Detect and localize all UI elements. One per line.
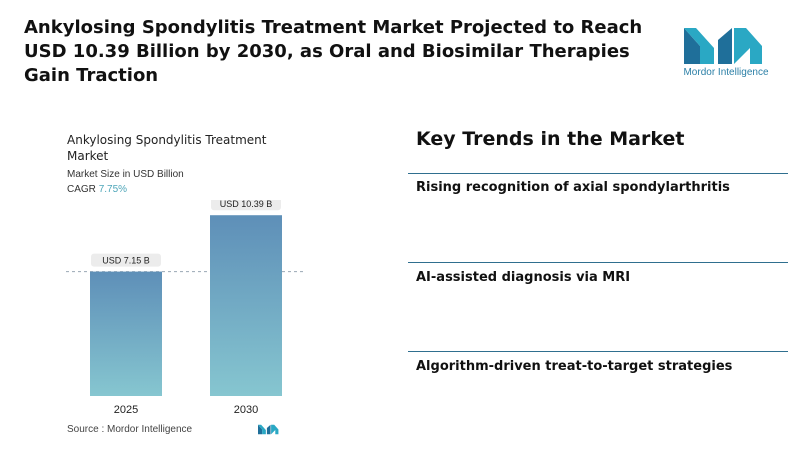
data-label-bg [91,253,161,267]
trend-divider [408,351,788,352]
data-label-bg [211,200,281,211]
cagr-line: CAGR 7.75% [67,184,127,195]
logo-wordmark: Mordor Intelligence [683,67,769,78]
data-label: USD 10.39 B [220,200,273,209]
trend-divider [408,262,788,263]
data-label: USD 7.15 B [102,256,150,266]
chart-title: Ankylosing Spondylitis Treatment Market [67,133,267,163]
bar-chart: USD 7.15 B 2025 USD 10.39 B 2030 [66,200,306,416]
chart-source: Source : Mordor Intelligence [67,424,193,435]
trend-divider [408,173,788,174]
bar-2025 [90,271,162,396]
x-tick-label: 2025 [114,404,138,416]
bar-2030 [210,215,282,396]
trend-item-3: Algorithm-driven treat-to-target strateg… [416,359,733,374]
mordor-logo-icon [684,28,762,64]
cagr-value: 7.75% [98,184,128,195]
key-trends-title: Key Trends in the Market [416,128,685,150]
chart-subtitle: Market Size in USD Billion [67,169,184,180]
trend-item-2: AI-assisted diagnosis via MRI [416,270,631,285]
page-headline: Ankylosing Spondylitis Treatment Market … [24,17,643,86]
mordor-intelligence-logo: Mordor Intelligence [676,24,776,84]
mordor-mini-logo-icon [258,424,279,435]
cagr-label: CAGR [67,184,96,195]
x-tick-label: 2030 [234,404,258,416]
trend-item-1: Rising recognition of axial spondylarthr… [416,180,730,195]
